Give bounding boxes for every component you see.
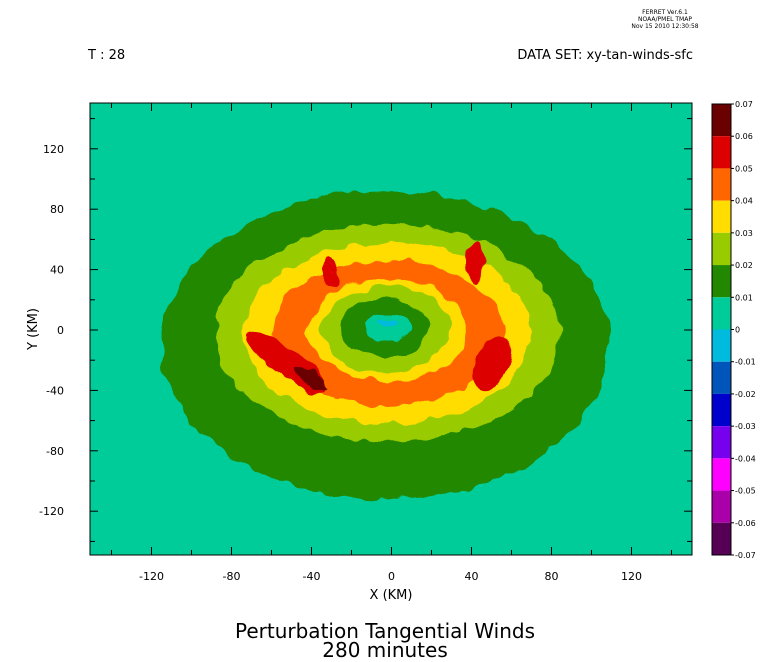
colorbar-swatch [712,393,731,427]
colorbar-label: 0.07 [735,100,753,109]
y-tick-label: 80 [50,203,64,216]
colorbar-swatch [712,490,731,523]
chart: -120 -80 -40 0 40 80 120 120 80 40 0 -40 -80 -120 X … [26,100,756,603]
maximum-patch-4 [323,259,340,287]
x-tick-label: -120 [139,570,164,583]
y-tick-label: -40 [46,384,64,397]
colorbar-label: -0.04 [735,454,756,463]
ferret-stamp-line-2: NOAA/PMEL TMAP [638,16,692,23]
colorbar-swatch [712,232,731,266]
colorbar-label: 0.06 [735,132,753,141]
colorbar-label: -0.03 [735,422,756,431]
y-tick-labels: 120 80 40 0 -40 -80 -120 [39,143,64,518]
ferret-stamp: FERRET Ver.6.1 NOAA/PMEL TMAP Nov 15 201… [630,9,700,30]
colorbar-label: -0.07 [735,551,756,560]
contour-bands [161,191,610,500]
y-axis-label: Y (KM) [26,308,41,351]
maximum-patch-2 [472,335,511,392]
time-label: T : 28 [88,48,126,63]
x-tick-label: 0 [388,570,395,583]
maximum-patch-3 [467,240,484,284]
maximum-patch-1 [293,367,330,390]
colorbar-swatch [712,200,731,233]
colorbar-label: -0.02 [735,390,756,399]
colorbar-label: -0.05 [735,487,756,496]
colorbar-label: 0.02 [735,261,753,270]
colorbar-swatch [712,361,731,394]
colorbar-label: 0.04 [735,197,753,206]
dataset-label: DATA SET: xy-tan-winds-sfc [517,48,693,63]
x-tick-label: -80 [223,570,241,583]
y-tick-label: 40 [50,264,64,277]
ferret-stamp-line-3: Nov 15 2010 12:30:58 [631,23,699,30]
colorbar-label: 0.05 [735,164,753,173]
colorbar-label: 0.01 [735,293,753,302]
colorbar-swatch [712,329,731,362]
x-tick-label: -40 [303,570,321,583]
chart-title: Perturbation Tangential Winds [235,619,535,643]
colorbar-label: 0.03 [735,229,753,238]
colorbar-swatch [712,458,731,491]
colorbar-label: -0.06 [735,519,756,528]
colorbar-swatch [712,104,731,137]
colorbar-swatch [712,136,731,169]
x-tick-label: 120 [621,570,642,583]
plot-axes [89,102,693,556]
contour-band-group [161,191,610,500]
colorbar-swatch [712,297,731,330]
colorbar-swatch [712,522,731,555]
y-tick-label: 0 [57,324,64,337]
y-tick-label: 120 [43,143,64,156]
colorbar-label: -0.01 [735,358,756,367]
x-tick-label: 40 [465,570,479,583]
x-tick-label: 80 [545,570,559,583]
colorbar-swatch [712,168,731,201]
x-tick-labels: -120 -80 -40 0 40 80 120 [139,570,642,583]
ferret-stamp-line-1: FERRET Ver.6.1 [642,9,688,16]
x-axis-label: X (KM) [370,588,413,603]
contour-band-8 [377,317,398,327]
colorbar-swatch [712,265,731,298]
colorbar: 0.07 0.06 0.05 0.04 0.03 0.02 0.01 0 -0.01 -0.02 -… [711,100,756,560]
colorbar-swatch [712,426,731,459]
y-tick-label: -120 [39,505,64,518]
colorbar-label: 0 [735,326,740,335]
chart-subtitle: 280 minutes [322,638,448,662]
y-tick-label: -80 [46,445,64,458]
